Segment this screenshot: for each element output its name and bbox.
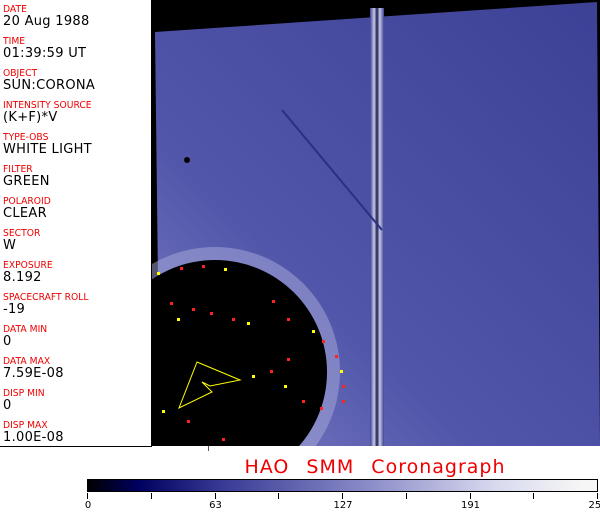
header-field: POLAROID CLEAR — [3, 196, 55, 221]
field-label: SPACECRAFT ROLL — [3, 292, 89, 303]
marker-point — [247, 322, 250, 325]
header-field: DATE 20 Aug 1988 — [3, 4, 90, 29]
field-label: OBJECT — [3, 68, 38, 79]
marker-point — [232, 318, 235, 321]
field-value: 01:39:59 UT — [3, 46, 87, 61]
field-value: (K+F)*V — [3, 110, 58, 125]
header-field: DISP MIN 0 — [3, 388, 48, 413]
marker-point — [222, 438, 225, 441]
field-value: GREEN — [3, 174, 50, 189]
field-label: SECTOR — [3, 228, 41, 239]
field-label: TIME — [3, 36, 26, 47]
header-field: DISP MAX 1.00E-08 — [3, 420, 64, 445]
header-field: DATA MIN 0 — [3, 324, 51, 349]
field-value: 1.00E-08 — [3, 430, 64, 445]
marker-point — [320, 407, 323, 410]
colorbar-tick — [342, 493, 343, 499]
marker-point — [270, 370, 273, 373]
field-label: EXPOSURE — [3, 260, 53, 271]
marker-point — [252, 375, 255, 378]
marker-point — [302, 400, 305, 403]
header-field: DATA MAX 7.59E-08 — [3, 356, 64, 381]
field-label: POLAROID — [3, 196, 51, 207]
colorbar-tick — [214, 493, 216, 499]
colorbar — [87, 479, 598, 492]
field-label: TYPE-OBS — [3, 132, 49, 143]
marker-point — [272, 300, 275, 303]
field-value: 0 — [3, 398, 12, 413]
marker-point — [335, 355, 338, 358]
marker-point — [192, 308, 195, 311]
field-value: CLEAR — [3, 206, 47, 221]
field-value: 0 — [3, 334, 12, 349]
colorbar-tick — [597, 493, 598, 499]
marker-point — [340, 370, 343, 373]
marker-point — [342, 385, 345, 388]
field-value: WHITE LIGHT — [3, 142, 92, 157]
marker-point — [187, 420, 190, 423]
marker-point — [287, 318, 290, 321]
marker-point — [284, 385, 287, 388]
colorbar-tick — [278, 493, 280, 499]
plot-title: HAO SMM Coronagraph — [244, 456, 506, 478]
header-field: OBJECT SUN:CORONA — [3, 68, 95, 93]
header-field: TYPE-OBS WHITE LIGHT — [3, 132, 92, 157]
colorbar-tick — [533, 493, 535, 499]
colorbar-tick-label: 255 — [588, 500, 600, 511]
colorbar-tick — [469, 493, 471, 499]
marker-point — [224, 268, 227, 271]
field-label: INTENSITY SOURCE — [3, 100, 92, 111]
colorbar-tick-label: 63 — [209, 500, 222, 511]
field-value: 7.59E-08 — [3, 366, 64, 381]
colorbar-tick — [150, 493, 152, 499]
field-value: W — [3, 238, 17, 253]
header-info-panel: DATE 20 Aug 1988 TIME 01:39:59 UT OBJECT SUN:… — [0, 0, 152, 447]
field-value: SUN:CORONA — [3, 78, 96, 93]
marker-point — [170, 302, 173, 305]
field-label: DATA MAX — [3, 356, 51, 367]
marker-point — [287, 358, 290, 361]
field-label: DISP MIN — [3, 388, 45, 399]
colorbar-tick-label: 127 — [333, 500, 353, 511]
field-value: 8.192 — [3, 270, 42, 285]
header-field: INTENSITY SOURCE (K+F)*V — [3, 100, 99, 125]
marker-point — [322, 340, 325, 343]
field-label: FILTER — [3, 164, 33, 175]
marker-point — [342, 400, 345, 403]
colorbar-tick-label: 191 — [460, 500, 481, 511]
field-value: 20 Aug 1988 — [3, 14, 90, 29]
marker-point — [210, 312, 213, 315]
marker-point — [202, 265, 205, 268]
marker-point — [177, 318, 180, 321]
header-field: SECTOR W — [3, 228, 44, 253]
coronagraph-image — [90, 0, 600, 497]
header-field: FILTER GREEN — [3, 164, 50, 189]
field-value: -19 — [3, 302, 26, 317]
marker-point — [162, 410, 165, 413]
image-axis-tick — [208, 446, 209, 451]
header-field: EXPOSURE 8.192 — [3, 260, 57, 285]
marker-point — [180, 267, 183, 270]
marker-point — [157, 272, 160, 275]
colorbar-tick-label: 0 — [84, 500, 92, 511]
field-label: DISP MAX — [3, 420, 48, 431]
header-field: SPACECRAFT ROLL -19 — [3, 292, 96, 317]
field-label: DATE — [3, 4, 27, 15]
colorbar-tick — [87, 493, 88, 499]
field-label: DATA MIN — [3, 324, 48, 335]
colorbar-tick — [405, 493, 407, 499]
header-field: TIME 01:39:59 UT — [3, 36, 86, 61]
marker-point — [312, 330, 315, 333]
